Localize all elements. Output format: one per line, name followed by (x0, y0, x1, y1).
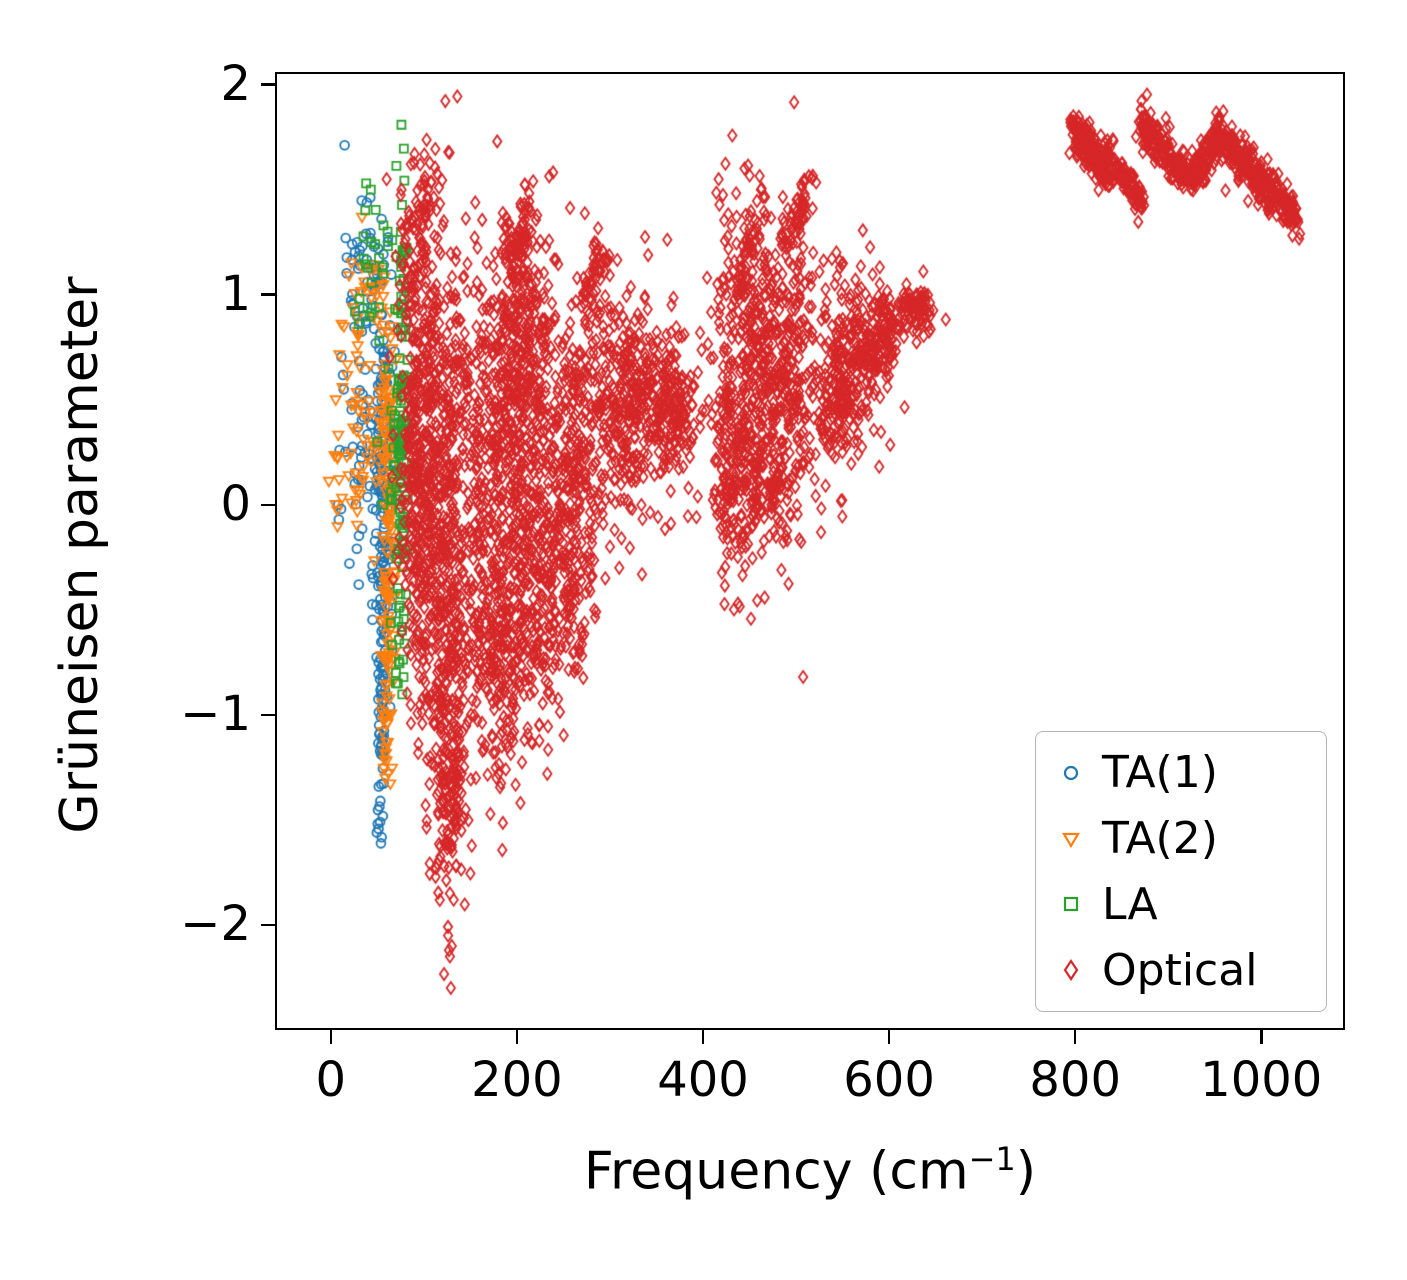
y-tick-mark (261, 713, 275, 717)
x-tick-label: 1000 (1200, 1052, 1323, 1108)
x-axis-label: Frequency (cm−1) (275, 1140, 1345, 1201)
diamond-marker-icon (1063, 959, 1079, 982)
x-tick-mark (515, 1030, 519, 1044)
legend-entry-ta2: TA(2) (1036, 813, 1326, 864)
y-tick-label: 1 (220, 265, 251, 322)
x-axis-label-end: ) (1015, 1141, 1037, 1202)
legend-label-la: LA (1102, 878, 1158, 930)
x-tick-label: 0 (315, 1052, 347, 1108)
triangle-down-marker-icon (1062, 832, 1080, 848)
x-tick-label: 600 (843, 1052, 935, 1108)
y-tick-label: 2 (220, 55, 251, 112)
circle-marker-icon (1063, 765, 1079, 780)
y-tick-label: 0 (220, 475, 251, 532)
y-axis-label: Grüneisen parameter (50, 276, 110, 834)
y-tick-label: −1 (180, 685, 251, 742)
legend: TA(1) TA(2) LA Optical (1035, 731, 1327, 1012)
y-tick-mark (261, 293, 275, 296)
legend-label-ta2: TA(2) (1102, 813, 1218, 865)
x-tick-mark (701, 1030, 705, 1044)
y-tick-mark (261, 503, 275, 507)
x-tick-label: 200 (471, 1052, 563, 1108)
x-tick-mark (1073, 1030, 1077, 1044)
square-marker-icon (1063, 897, 1079, 912)
y-tick-mark (261, 83, 275, 86)
legend-entry-ta1: TA(1) (1036, 747, 1326, 798)
y-tick-mark (261, 923, 275, 927)
x-tick-mark (887, 1030, 891, 1044)
legend-label-optical: Optical (1102, 944, 1258, 996)
legend-entry-la: LA (1036, 879, 1326, 930)
x-tick-mark (1260, 1030, 1263, 1044)
x-tick-mark (329, 1030, 333, 1044)
legend-label-ta1: TA(1) (1102, 747, 1218, 799)
x-tick-label: 400 (657, 1052, 749, 1108)
y-tick-label: −2 (180, 895, 251, 952)
x-axis-label-superscript: −1 (968, 1140, 1016, 1178)
legend-entry-optical: Optical (1036, 945, 1326, 996)
x-tick-label: 800 (1029, 1052, 1121, 1108)
x-axis-label-main: Frequency (cm (583, 1141, 969, 1202)
